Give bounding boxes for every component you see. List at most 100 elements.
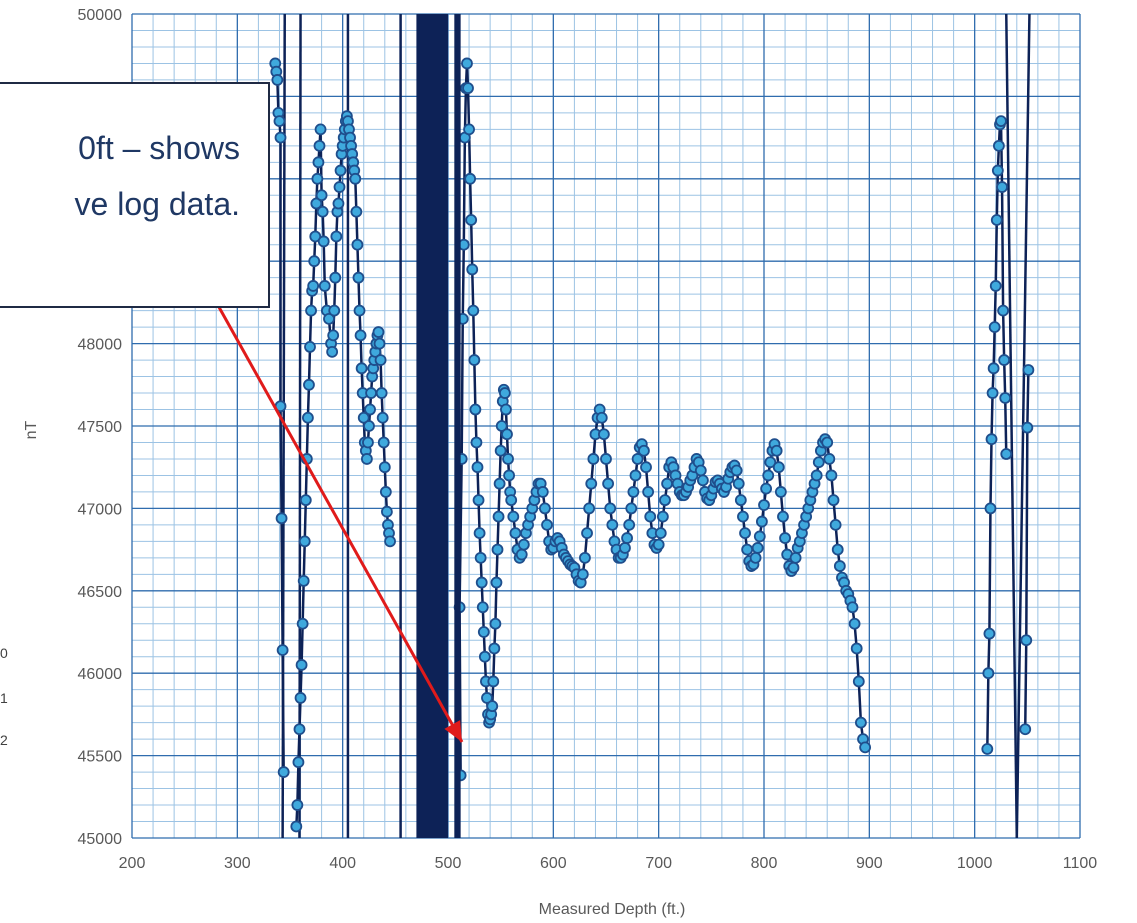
data-point — [539, 502, 551, 515]
data-point — [621, 532, 633, 544]
data-point — [694, 464, 707, 477]
data-point — [1021, 421, 1034, 434]
data-point — [982, 667, 995, 680]
data-point — [309, 230, 322, 243]
series-line — [1005, 13, 1019, 839]
data-point — [362, 436, 374, 449]
x-tick-label: 1100 — [1063, 855, 1098, 872]
data-point — [351, 238, 364, 251]
data-point — [461, 57, 473, 70]
x-tick-label: 400 — [329, 855, 356, 872]
data-point — [296, 617, 309, 630]
data-point — [846, 601, 859, 614]
x-tick-label: 500 — [435, 855, 462, 872]
data-point — [310, 197, 323, 210]
data-point — [827, 494, 840, 507]
data-point — [493, 477, 506, 490]
data-point — [764, 456, 777, 469]
x-tick-label: 800 — [751, 855, 778, 872]
data-point — [774, 486, 787, 498]
data-point — [751, 542, 764, 554]
data-point — [486, 700, 499, 713]
data-point — [275, 512, 288, 525]
data-point — [631, 453, 644, 465]
data-point — [377, 436, 390, 449]
data-point — [291, 799, 304, 811]
data-point — [789, 551, 802, 564]
data-point — [638, 444, 650, 457]
data-point — [323, 312, 335, 325]
y-tick-label: 47500 — [78, 419, 123, 436]
y-tick-labels: 45000 45500 46000 46500 47000 47500 48000 50000 — [78, 7, 123, 848]
data-point — [313, 139, 326, 152]
data-point — [495, 420, 508, 432]
data-point — [640, 461, 652, 474]
data-point — [758, 499, 770, 512]
data-point — [852, 675, 865, 688]
data-point — [983, 627, 996, 640]
data-point — [619, 542, 631, 554]
data-point — [536, 486, 549, 498]
data-point — [787, 561, 800, 574]
data-point — [989, 280, 1002, 292]
data-point — [352, 271, 365, 284]
data-point — [304, 340, 316, 353]
data-point — [290, 820, 303, 833]
data-point — [825, 469, 838, 482]
data-point — [311, 172, 324, 185]
data-point — [585, 477, 598, 490]
data-point — [314, 123, 327, 136]
stray-label-0: 0 — [0, 645, 8, 661]
data-point — [772, 461, 785, 474]
x-tick-label: 1000 — [957, 855, 993, 872]
data-point — [379, 486, 392, 498]
data-point — [595, 411, 608, 424]
data-point — [541, 518, 553, 531]
data-point — [999, 392, 1012, 404]
series-line — [458, 63, 867, 776]
data-point — [302, 411, 314, 424]
data-point — [644, 510, 657, 523]
data-point — [462, 82, 474, 95]
x-tick-labels: 200 300 400 500 600 700 800 900 1000 1100 — [119, 855, 1098, 872]
data-point — [996, 181, 1008, 193]
data-point — [981, 743, 994, 755]
data-point — [627, 486, 640, 498]
data-point — [749, 551, 762, 564]
major-gridlines — [131, 13, 1081, 839]
data-point — [507, 510, 520, 523]
data-point — [476, 601, 489, 614]
data-point — [770, 444, 783, 457]
data-point — [381, 505, 393, 518]
x-tick-label: 900 — [856, 855, 883, 872]
data-point — [307, 280, 320, 292]
data-point — [326, 345, 339, 358]
data-point — [992, 139, 1005, 152]
data-point — [298, 535, 311, 548]
data-point — [465, 214, 478, 226]
data-point — [332, 197, 345, 210]
data-point — [364, 403, 376, 416]
data-point — [732, 477, 745, 490]
data-point — [812, 456, 825, 469]
data-point — [652, 538, 665, 551]
data-point — [991, 164, 1004, 177]
callout-line-1: 0ft – shows — [78, 130, 240, 166]
data-point — [353, 304, 366, 317]
callout-line-2: ve log data. — [74, 186, 240, 222]
data-point — [985, 433, 998, 446]
data-point — [623, 518, 636, 531]
dense-band — [454, 14, 461, 838]
data-point — [998, 354, 1011, 366]
data-point — [357, 411, 370, 424]
data-point — [365, 387, 378, 399]
data-point — [1000, 448, 1013, 460]
data-point — [762, 469, 775, 482]
data-point — [829, 518, 842, 531]
data-point — [1020, 634, 1033, 647]
data-point — [659, 494, 671, 507]
data-point — [515, 548, 528, 561]
data-point — [661, 477, 673, 490]
x-axis-title: Measured Depth (ft.) — [539, 901, 686, 918]
data-point — [848, 617, 861, 630]
